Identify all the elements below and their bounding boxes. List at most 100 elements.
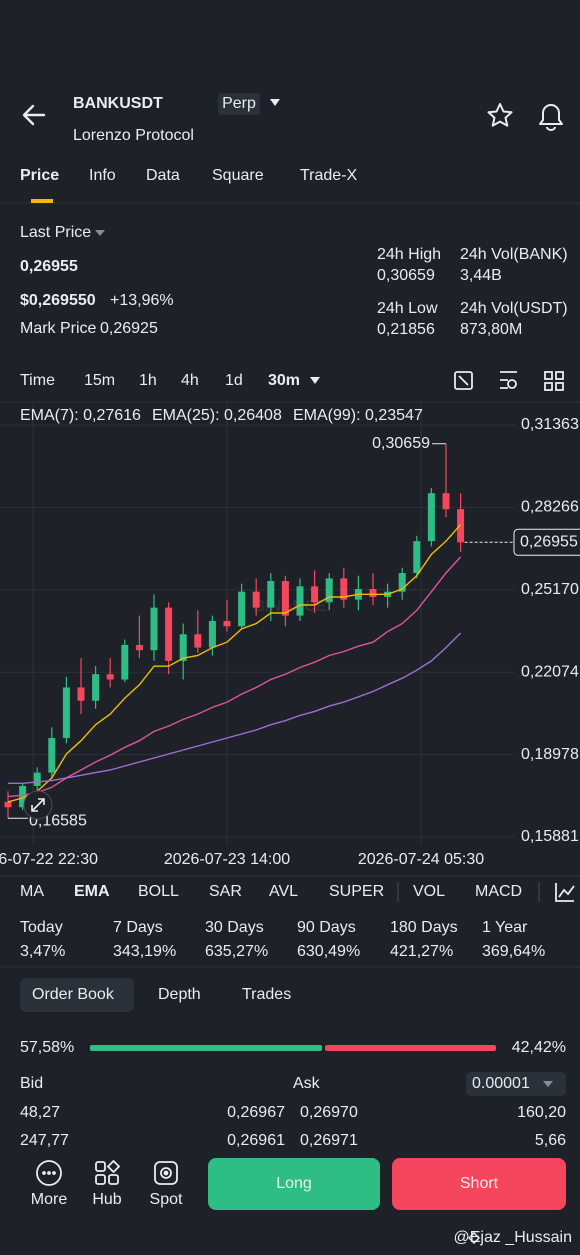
bid-header: Bid <box>20 1075 43 1092</box>
performance-label: Today <box>20 919 63 936</box>
interval[interactable]: 4h <box>181 372 199 389</box>
bottom-nav-item[interactable]: Hub <box>92 1191 121 1208</box>
watermark-icon <box>468 1232 480 1244</box>
last-price-box <box>513 528 580 556</box>
tab[interactable]: Square <box>212 167 264 184</box>
y-tick-label: 0,15881 <box>521 828 579 845</box>
mark-price: 0,26925 <box>100 320 158 337</box>
indicator-tab[interactable]: MA <box>20 883 44 900</box>
price-chart: 0,31363 0,28266 0,25170 0,22074 0,18978 0,158… <box>0 402 580 868</box>
book-tab[interactable]: Trades <box>242 986 291 1003</box>
candle-body <box>296 586 304 616</box>
book-tab[interactable]: Depth <box>158 986 201 1003</box>
indicator-tab[interactable]: MACD <box>475 883 522 900</box>
interval[interactable]: 30m <box>268 372 300 389</box>
performance-value: 630,49% <box>297 943 360 960</box>
precision-selector[interactable] <box>466 1072 566 1096</box>
y-tick-label: 0,25170 <box>521 581 579 598</box>
ask-ratio: 42,42% <box>512 1039 566 1056</box>
stat-label: 24h High <box>377 246 441 263</box>
interval[interactable]: 1d <box>225 372 243 389</box>
candle-body <box>311 586 319 603</box>
candle-body <box>413 541 421 574</box>
y-tick-label: 0,22074 <box>521 663 579 680</box>
indicator-tab[interactable]: SUPER <box>329 883 384 900</box>
candle-body <box>427 493 435 542</box>
short-label[interactable]: Short <box>460 1175 499 1192</box>
tab[interactable]: Data <box>146 167 180 184</box>
ask-ratio-bar <box>325 1045 496 1051</box>
candle-body <box>281 581 289 616</box>
book-tab[interactable]: Order Book <box>32 986 115 1003</box>
tab[interactable]: Price <box>20 167 59 184</box>
bottom-nav-item[interactable]: More <box>31 1191 68 1208</box>
candle-body <box>62 687 70 739</box>
performance-label: 30 Days <box>205 919 264 936</box>
bottom-icons <box>36 1159 178 1186</box>
short-button[interactable] <box>392 1158 566 1210</box>
bottom-nav-item[interactable]: Spot <box>150 1191 183 1208</box>
ema-line <box>7 556 462 798</box>
candle-body <box>369 589 377 597</box>
performance-label: 180 Days <box>390 919 458 936</box>
ask-header: Ask <box>293 1075 321 1092</box>
interval[interactable]: Time <box>20 372 55 389</box>
candle-body <box>48 738 56 773</box>
y-tick-label: 0,28266 <box>521 499 579 516</box>
tab[interactable]: Info <box>89 167 116 184</box>
candle-body <box>340 578 348 600</box>
candle-body <box>165 607 173 661</box>
mark-price-label: Mark Price <box>20 320 97 337</box>
alert-button[interactable] <box>539 104 563 131</box>
ask-quantity: 5,66 <box>535 1132 566 1149</box>
symbol-dropdown[interactable] <box>270 99 280 106</box>
bid-quantity: 48,27 <box>20 1104 60 1121</box>
last-price-tag: 0,26955 <box>520 534 578 551</box>
order-book: Order Book Depth Trades 57,58% 42,42% Bid Ask 0… <box>20 986 566 1149</box>
ask-price: 0,26971 <box>300 1132 358 1149</box>
back-button[interactable] <box>22 104 46 126</box>
indicator-tab[interactable]: BOLL <box>138 883 179 900</box>
tab[interactable]: Trade-X <box>300 167 358 184</box>
interval[interactable]: 15m <box>84 372 115 389</box>
long-button[interactable] <box>208 1158 380 1210</box>
candle-body <box>194 634 202 648</box>
active-tab-indicator <box>31 199 53 203</box>
bid-ratio-bar <box>90 1045 323 1051</box>
candle-body <box>121 644 129 680</box>
x-tick-label: 2026-07-23 14:00 <box>164 851 290 868</box>
bid-ratio: 57,58% <box>20 1039 74 1056</box>
ema-line <box>7 524 462 803</box>
x-tick-label: 2026-07-24 05:30 <box>358 851 484 868</box>
favorite-button[interactable] <box>487 103 513 127</box>
candle-body <box>442 493 450 510</box>
subtitle: Lorenzo Protocol <box>73 127 194 144</box>
performance-value: 369,64% <box>482 943 545 960</box>
last-price-dropdown[interactable] <box>95 230 105 236</box>
last-price-label: Last Price <box>20 224 91 241</box>
precision-dropdown <box>543 1081 553 1087</box>
indicator-settings[interactable] <box>555 883 575 902</box>
candle-body <box>77 687 85 701</box>
chart-tools[interactable] <box>454 371 564 391</box>
interval-dropdown[interactable] <box>310 377 320 384</box>
precision[interactable]: 0.00001 <box>472 1075 530 1092</box>
stat-label: 24h Low <box>377 300 438 317</box>
last-price: 0,26955 <box>20 258 78 275</box>
candle-body <box>33 772 41 786</box>
interval[interactable]: 1h <box>139 372 157 389</box>
indicator-tab[interactable]: VOL <box>413 883 445 900</box>
candle-body <box>106 674 114 680</box>
indicator-tab[interactable]: EMA <box>74 883 110 900</box>
stat-value: 0,21856 <box>377 321 435 338</box>
long-label[interactable]: Long <box>276 1175 312 1192</box>
candle-body <box>208 620 216 648</box>
indicator-tab[interactable]: SAR <box>209 883 242 900</box>
badge: Perp <box>222 95 256 112</box>
candle-body <box>398 573 406 592</box>
bid-price: 0,26961 <box>227 1132 285 1149</box>
performance-value: 635,27% <box>205 943 268 960</box>
indicator-tab[interactable]: AVL <box>269 883 298 900</box>
